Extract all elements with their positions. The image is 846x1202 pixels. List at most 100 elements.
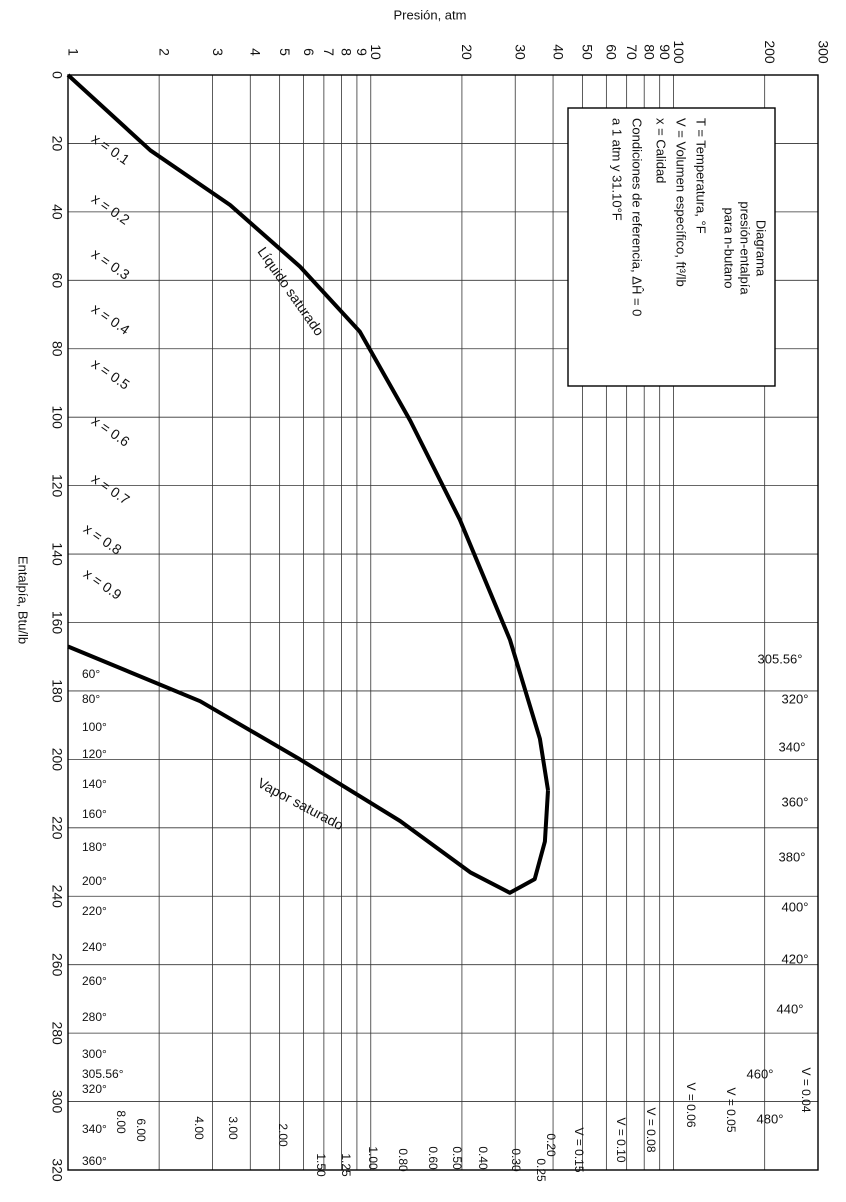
volume-label: 0.20 — [544, 1133, 558, 1157]
legend-text: x = Calidad — [654, 118, 669, 183]
volume-label: V = 0.08 — [644, 1107, 658, 1152]
volume-label: 0.50 — [450, 1146, 464, 1170]
plot-frame — [67, 74, 819, 1171]
temperature-label: 220° — [82, 904, 107, 918]
temperature-label: 320° — [782, 691, 809, 706]
x-tick-label: 8 — [339, 48, 355, 56]
temperature-label: 480° — [757, 1111, 784, 1126]
y-tick-label: 220 — [49, 816, 65, 840]
quality-label: x = 0.4 — [89, 300, 133, 338]
y-tick-label: 40 — [49, 204, 65, 220]
volume-label: 6.00 — [134, 1118, 148, 1142]
quality-label: x = 0.2 — [89, 190, 133, 228]
legend-text: a 1 atm y 31.10°F — [610, 118, 625, 221]
temperature-label: 180° — [82, 840, 107, 854]
x-tick-label: 30 — [513, 44, 529, 60]
x-tick-label: 3 — [210, 48, 226, 56]
volume-label: 3.00 — [226, 1116, 240, 1140]
x-tick-label: 6 — [301, 48, 317, 56]
legend-text: V = Volumen específico, ft³/lb — [674, 118, 689, 287]
y-tick-label: 60 — [49, 273, 65, 289]
quality-label: x = 0.3 — [89, 245, 133, 283]
y-tick-label: 280 — [49, 1021, 65, 1045]
volume-label: 1.25 — [339, 1153, 353, 1177]
temperature-label: 340° — [779, 739, 806, 754]
y-tick-label: 300 — [49, 1090, 65, 1114]
y-tick-label: 0 — [49, 71, 65, 79]
volume-label: 0.80 — [396, 1148, 410, 1172]
temperature-label: 305.56° — [758, 651, 803, 666]
temperature-label: 340° — [82, 1122, 107, 1136]
y-tick-label: 240 — [49, 885, 65, 909]
temperature-label: 100° — [82, 720, 107, 734]
volume-label: 2.00 — [276, 1123, 290, 1147]
x-tick-label: 50 — [580, 44, 596, 60]
quality-label: x = 0.8 — [81, 520, 125, 558]
volume-label: 4.00 — [192, 1116, 206, 1140]
volume-label: V = 0.15 — [572, 1127, 586, 1172]
legend-text: Condiciones de referencia, ΔĤ = 0 — [630, 118, 645, 316]
x-tick-label: 2 — [156, 48, 172, 56]
temperature-label: 120° — [82, 747, 107, 761]
y-axis-title: Entalpía, Btu/lb — [16, 556, 31, 644]
legend-text: T = Temperatura, °F — [694, 118, 709, 234]
x-tick-label: 7 — [321, 48, 337, 56]
x-tick-label: 10 — [368, 44, 384, 60]
x-tick-label: 90 — [657, 44, 673, 60]
temperature-label: 140° — [82, 777, 107, 791]
x-tick-label: 40 — [550, 44, 566, 60]
temperature-label: 400° — [782, 899, 809, 914]
volume-label: 0.60 — [426, 1146, 440, 1170]
y-tick-label: 140 — [49, 542, 65, 566]
x-tick-label: 70 — [624, 44, 640, 60]
saturation-curve — [66, 73, 550, 791]
volume-label: V = 0.06 — [684, 1082, 698, 1127]
x-tick-label: 200 — [762, 40, 778, 64]
y-tick-label: 160 — [49, 611, 65, 635]
y-tick-label: 100 — [49, 406, 65, 430]
temperature-label: 160° — [82, 807, 107, 821]
temperature-label: 260° — [82, 974, 107, 988]
x-tick-label: 300 — [815, 40, 831, 64]
y-tick-label: 200 — [49, 748, 65, 772]
temperature-label: 320° — [82, 1082, 107, 1096]
y-tick-label: 180 — [49, 679, 65, 703]
temperature-label: 200° — [82, 874, 107, 888]
x-tick-label: 4 — [248, 48, 264, 56]
y-tick-label: 20 — [49, 136, 65, 152]
volume-label: 0.30 — [509, 1148, 523, 1172]
quality-label: x = 0.6 — [89, 412, 133, 450]
quality-label: x = 0.1 — [89, 130, 133, 168]
saturation-curve — [67, 644, 550, 895]
volume-label: 0.40 — [476, 1146, 490, 1170]
temperature-label: 460° — [747, 1066, 774, 1081]
x-tick-label: 80 — [641, 44, 657, 60]
quality-label: x = 0.7 — [89, 470, 133, 508]
temperature-label: 60° — [82, 667, 100, 681]
quality-label: x = 0.9 — [81, 565, 125, 603]
volume-label: 1.50 — [314, 1153, 328, 1177]
temperature-label: 440° — [777, 1001, 804, 1016]
temperature-label: 380° — [779, 849, 806, 864]
x-tick-label: 20 — [459, 44, 475, 60]
temperature-label: 80° — [82, 692, 100, 706]
y-tick-label: 320 — [49, 1158, 65, 1182]
legend-text: para n-butano — [722, 208, 737, 289]
y-tick-label: 80 — [49, 341, 65, 357]
x-tick-label: 5 — [277, 48, 293, 56]
legend-box — [567, 107, 776, 387]
temperature-label: 280° — [82, 1010, 107, 1024]
volume-label: V = 0.10 — [614, 1117, 628, 1162]
volume-label: 1.00 — [366, 1146, 380, 1170]
volume-label: 0.25 — [534, 1158, 548, 1182]
legend-text: Diagrama — [754, 220, 769, 277]
volume-label: 8.00 — [114, 1110, 128, 1134]
temperature-label: 240° — [82, 940, 107, 954]
temperature-label: 305.56° — [82, 1067, 124, 1081]
temperature-label: 360° — [82, 1154, 107, 1168]
curve-label: Vapor saturado — [255, 775, 346, 834]
temperature-label: 420° — [782, 951, 809, 966]
x-tick-label: 100 — [671, 40, 687, 64]
x-tick-label: 60 — [604, 44, 620, 60]
